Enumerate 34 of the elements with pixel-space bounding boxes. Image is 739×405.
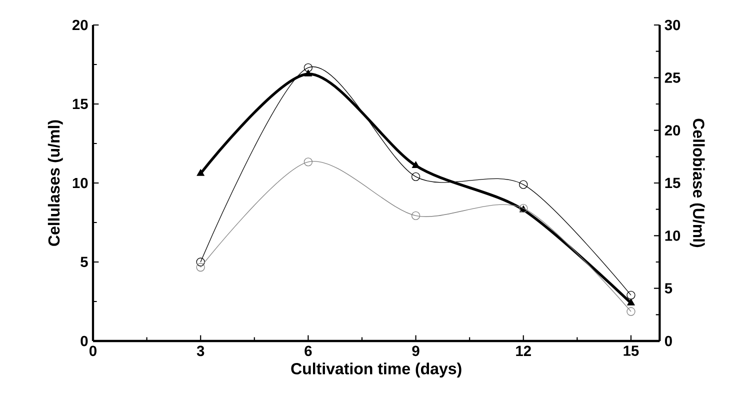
y-tick-label: 20 [72, 20, 88, 30]
point [411, 211, 420, 220]
y-axis-title: Cellulases (u/ml) [48, 120, 63, 246]
x-tick-label: 12 [516, 346, 531, 356]
y2-tick-label: 25 [664, 72, 680, 83]
point [304, 63, 313, 72]
point [411, 172, 420, 182]
point [196, 258, 205, 266]
point [412, 161, 420, 168]
y-tick-label: 0 [80, 336, 88, 346]
y2-tick-label: 30 [664, 20, 680, 30]
y2-tick-label: 5 [664, 283, 672, 294]
y-tick-label: 5 [80, 256, 88, 268]
point [627, 298, 635, 306]
point [626, 290, 636, 300]
point [196, 169, 204, 176]
x-tick-label: 3 [196, 346, 204, 356]
point [304, 158, 313, 166]
x-tick-label: 15 [624, 346, 639, 356]
x-tick-label: 0 [90, 346, 96, 356]
point [196, 262, 205, 272]
point [304, 70, 312, 76]
y2-axis-title: Cellobiase (U/ml) [690, 118, 705, 248]
y2-tick-label: 20 [664, 125, 680, 136]
x-tick-label: 9 [412, 346, 420, 356]
x-tick-label: 6 [304, 346, 312, 356]
point [626, 307, 636, 316]
y2-tick-label: 10 [665, 230, 680, 241]
y-tick-label: 15 [72, 98, 88, 110]
y2-tick-label: 0 [664, 336, 672, 346]
y-tick-label: 10 [72, 178, 88, 188]
x-axis-title: Cultivation time (days) [291, 362, 462, 378]
y2-tick-label: 15 [665, 178, 680, 188]
point [519, 180, 528, 189]
